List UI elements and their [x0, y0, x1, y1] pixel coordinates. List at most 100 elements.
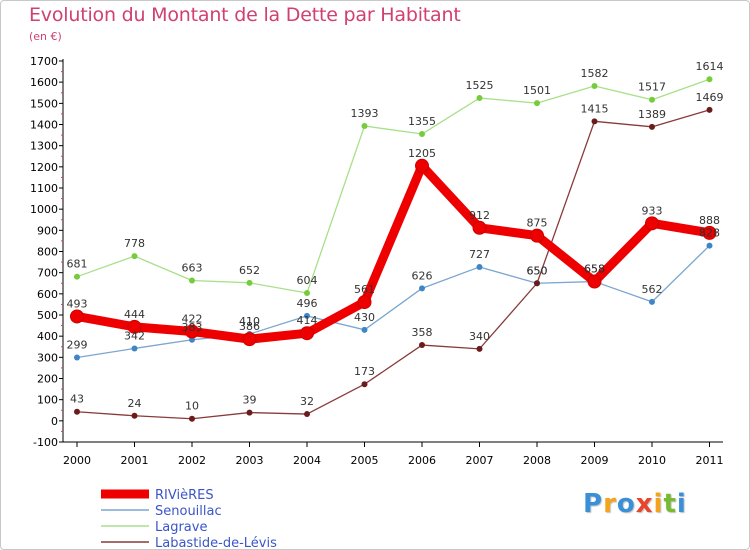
y-tick-label: 1500	[30, 97, 58, 110]
data-label: 562	[642, 283, 663, 296]
data-point	[304, 289, 310, 296]
chart-title: Evolution du Montant de la Dette par Hab…	[29, 4, 461, 26]
data-point	[702, 225, 717, 240]
x-tick-label: 2004	[293, 454, 321, 467]
data-label: 173	[354, 365, 375, 378]
x-tick-label: 2011	[696, 454, 724, 467]
data-label: 681	[67, 258, 88, 271]
logo-letter: i	[676, 489, 687, 519]
data-label: 1389	[638, 108, 666, 121]
y-tick-label: 800	[37, 246, 58, 259]
series-line-2	[76, 78, 710, 294]
data-label: 626	[412, 269, 433, 282]
data-point	[419, 131, 425, 138]
data-point	[185, 324, 199, 339]
data-label: 875	[527, 217, 548, 230]
data-point	[357, 295, 372, 310]
data-label: 342	[124, 329, 145, 342]
data-label: 32	[300, 395, 314, 408]
legend-entry: Senouillac	[155, 504, 222, 519]
data-label: 496	[297, 297, 318, 310]
y-tick-label: 500	[37, 309, 58, 322]
y-tick-label: 1700	[30, 55, 58, 68]
x-tick-label: 2008	[523, 454, 551, 467]
data-label: 43	[70, 393, 84, 406]
data-label: 778	[124, 237, 145, 250]
data-point	[415, 158, 429, 173]
data-point	[189, 277, 195, 284]
data-label: 1205	[408, 147, 436, 160]
data-label: 888	[699, 214, 720, 227]
x-tick-label: 2002	[178, 454, 206, 467]
data-label: 1582	[581, 67, 609, 80]
data-point	[246, 279, 253, 286]
data-point	[534, 100, 540, 107]
logo-letter: r	[603, 489, 617, 519]
data-point	[649, 123, 655, 130]
data-label: 430	[354, 311, 375, 324]
chart-subtitle: (en €)	[29, 30, 62, 43]
data-point	[242, 332, 257, 347]
data-point	[131, 253, 138, 260]
data-label: 652	[239, 264, 260, 277]
logo-letter: i	[653, 489, 664, 519]
proxiti-logo: Proxiti	[583, 489, 687, 519]
x-tick-label: 2005	[351, 454, 379, 467]
y-tick-label: 1600	[30, 76, 58, 89]
data-point	[587, 274, 602, 289]
y-tick-label: 200	[37, 373, 58, 386]
y-tick-label: 1100	[30, 182, 58, 195]
data-point	[476, 345, 483, 352]
data-label: 358	[412, 326, 433, 339]
data-point	[706, 106, 713, 113]
data-label: 658	[584, 263, 605, 276]
data-label: 1393	[351, 107, 379, 120]
data-label: 828	[699, 227, 720, 240]
data-label: 1355	[408, 115, 436, 128]
logo-letter: o	[616, 489, 636, 519]
y-tick-label: 600	[37, 288, 58, 301]
data-point	[300, 326, 314, 341]
data-label: 493	[67, 297, 88, 310]
data-label: 1415	[581, 102, 609, 115]
data-point	[645, 216, 659, 231]
data-label: 1525	[466, 79, 494, 92]
x-tick-label: 2003	[236, 454, 264, 467]
data-point	[246, 409, 253, 416]
data-point	[74, 408, 80, 415]
data-point	[127, 319, 142, 334]
y-tick-label: 0	[51, 415, 58, 428]
data-point	[419, 285, 425, 292]
series-line-3	[76, 109, 710, 420]
x-tick-label: 2006	[408, 454, 436, 467]
data-label: 386	[239, 320, 260, 333]
data-label: 1469	[696, 91, 724, 104]
legend-entry: Lagrave	[155, 520, 207, 535]
data-point	[361, 381, 368, 388]
y-tick-label: 1200	[30, 161, 58, 174]
data-point	[304, 411, 310, 418]
data-label: 912	[469, 209, 490, 222]
y-tick-label: 1300	[30, 140, 58, 153]
data-point	[131, 345, 138, 352]
data-point	[419, 342, 425, 349]
data-point	[591, 118, 598, 125]
data-point	[361, 122, 368, 129]
legend-entry: RIVièRES	[155, 488, 214, 503]
data-point	[472, 220, 487, 235]
legend-entry: Labastide-de-Lévis	[155, 536, 277, 550]
x-tick-label: 2007	[466, 454, 494, 467]
data-point	[706, 76, 713, 83]
data-label: 299	[67, 339, 88, 352]
data-label: 604	[297, 274, 318, 287]
y-tick-label: 1400	[30, 119, 58, 132]
logo-letter: x	[635, 489, 654, 519]
data-point	[649, 96, 655, 103]
data-label: 10	[185, 400, 199, 413]
data-label: 650	[527, 264, 548, 277]
data-point	[706, 242, 713, 249]
data-point	[530, 228, 544, 243]
data-label: 1517	[638, 81, 666, 94]
series-line-0	[76, 161, 711, 344]
